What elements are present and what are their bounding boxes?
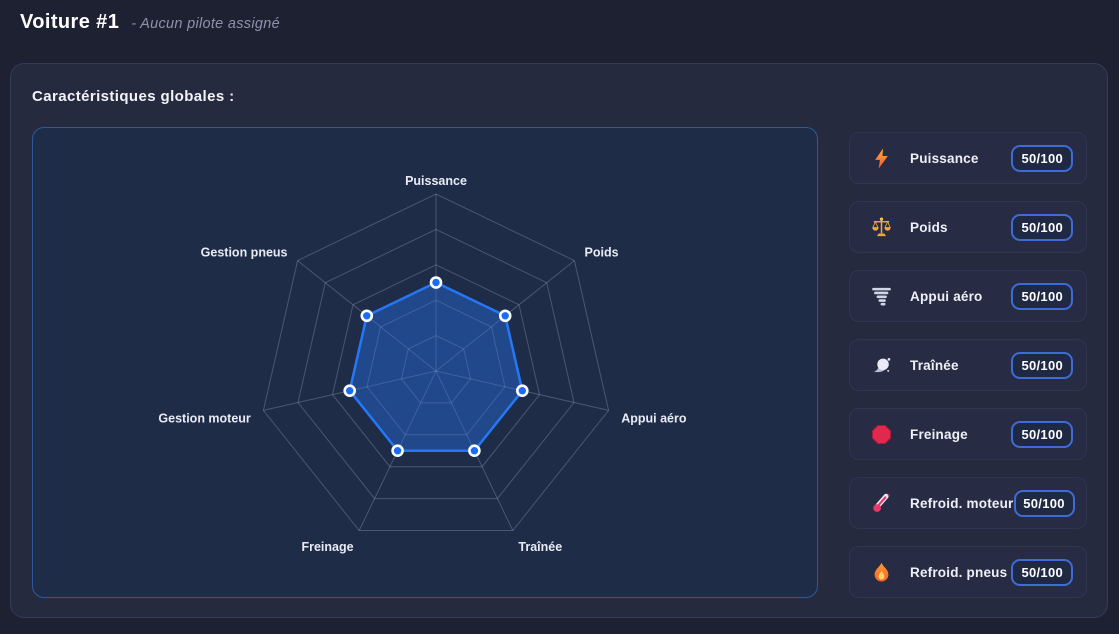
stat-label: Refroid. pneus bbox=[910, 564, 1008, 580]
header: Voiture #1 - Aucun pilote assigné bbox=[20, 11, 280, 34]
radar-chart-container: Puissance Poids Appui aéro Traînée Freinage G… bbox=[32, 127, 818, 598]
stat-card: Appui aéro 50/100 bbox=[849, 270, 1087, 322]
stat-label: Traînée bbox=[910, 357, 959, 373]
stat-label: Poids bbox=[910, 219, 948, 235]
stat-value-badge: 50/100 bbox=[1011, 144, 1073, 172]
stat-card: Poids 50/100 bbox=[849, 201, 1087, 253]
lightning-icon bbox=[870, 147, 893, 170]
thermometer-icon bbox=[870, 492, 893, 515]
flame-icon bbox=[870, 561, 893, 584]
svg-text:Puissance: Puissance bbox=[405, 174, 467, 188]
stats-list: Puissance 50/100 Poids 50/100 Appui aéro 50/1… bbox=[849, 132, 1087, 598]
stat-card: Traînée 50/100 bbox=[849, 339, 1087, 391]
svg-text:Poids: Poids bbox=[585, 246, 619, 260]
pilot-status-subtitle: - Aucun pilote assigné bbox=[131, 16, 280, 32]
scale-icon bbox=[870, 216, 893, 239]
stat-value-badge: 50/100 bbox=[1011, 558, 1073, 586]
stat-card: Refroid. moteur 50/100 bbox=[849, 477, 1087, 529]
wind-icon bbox=[870, 354, 893, 377]
stat-value-badge: 50/100 bbox=[1011, 420, 1073, 448]
stat-label: Puissance bbox=[910, 150, 979, 166]
stat-card: Puissance 50/100 bbox=[849, 132, 1087, 184]
stat-label: Freinage bbox=[910, 426, 968, 442]
tornado-icon bbox=[870, 285, 893, 308]
stop-icon bbox=[870, 423, 893, 446]
svg-text:Appui aéro: Appui aéro bbox=[621, 411, 687, 425]
stat-label: Appui aéro bbox=[910, 288, 983, 304]
stat-card: Refroid. pneus 50/100 bbox=[849, 546, 1087, 598]
stat-label: Refroid. moteur bbox=[910, 495, 1014, 511]
panel-title: Caractéristiques globales : bbox=[32, 88, 235, 105]
characteristics-panel: Caractéristiques globales : Puissance Poi… bbox=[10, 63, 1108, 618]
svg-text:Gestion moteur: Gestion moteur bbox=[158, 411, 251, 425]
stat-value-badge: 50/100 bbox=[1013, 489, 1075, 517]
page-title: Voiture #1 bbox=[20, 11, 120, 33]
stat-value-badge: 50/100 bbox=[1011, 213, 1073, 241]
svg-text:Traînée: Traînée bbox=[518, 540, 562, 554]
stat-card: Freinage 50/100 bbox=[849, 408, 1087, 460]
svg-text:Freinage: Freinage bbox=[301, 540, 353, 554]
stat-value-badge: 50/100 bbox=[1011, 351, 1073, 379]
radar-chart: Puissance Poids Appui aéro Traînée Freinage G… bbox=[158, 174, 687, 554]
stat-value-badge: 50/100 bbox=[1011, 282, 1073, 310]
svg-text:Gestion pneus: Gestion pneus bbox=[201, 246, 288, 260]
